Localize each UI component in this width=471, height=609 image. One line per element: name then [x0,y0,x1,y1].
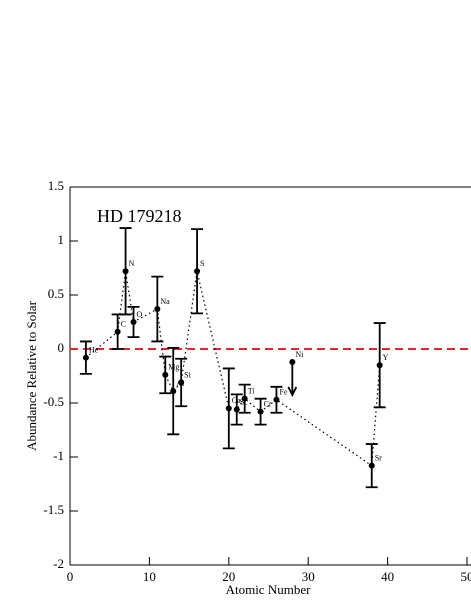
data-point [257,408,264,415]
y-tick-label: -2 [53,556,64,571]
data-point [233,406,240,413]
x-tick-label: 20 [222,569,235,584]
data-point [273,396,280,403]
data-point [178,379,185,386]
point-label: S [200,259,204,268]
y-tick-label: 1.5 [48,178,64,193]
data-point [194,268,201,275]
y-axis-title: Abundance Relative to Solar [24,300,39,450]
point-label: Cr [264,399,272,408]
point-label: Na [160,297,170,306]
data-point [162,371,169,378]
point-label: Y [383,353,389,362]
connecting-line [85,271,381,467]
data-point [376,362,383,369]
upper-limit-arrow [287,361,298,397]
point-label: C [121,320,126,329]
data-point [154,306,161,313]
point-label: Ni [295,350,304,359]
data-point [225,405,232,412]
data-point [289,358,296,365]
x-axis-title: Atomic Number [226,582,312,597]
data-point [368,462,375,469]
data-point [82,354,89,361]
data-point [122,268,129,275]
point-label: N [129,259,135,268]
annotation: HD 179218 [97,206,182,226]
y-tick-label: 1 [58,232,65,247]
point-label: Ti [248,387,256,396]
point-label: Sr [375,453,382,462]
x-tick-label: 30 [302,569,315,584]
data-point [170,388,177,395]
point-label: O [137,310,143,319]
x-tick-label: 10 [143,569,156,584]
y-tick-label: 0 [58,340,65,355]
x-tick-label: 50 [461,569,471,584]
point-label: Si [184,370,191,379]
data-point [241,395,248,402]
data-point [130,319,137,325]
x-tick-label: 40 [381,569,394,584]
y-tick-label: -1 [53,448,64,463]
y-tick-label: 0.5 [48,286,64,301]
x-tick-label: 0 [67,569,74,584]
point-label: He [89,345,99,354]
data-point [114,328,121,335]
y-tick-label: -1.5 [43,502,64,517]
point-label: Fe [279,388,287,397]
y-tick-label: -0.5 [43,394,64,409]
